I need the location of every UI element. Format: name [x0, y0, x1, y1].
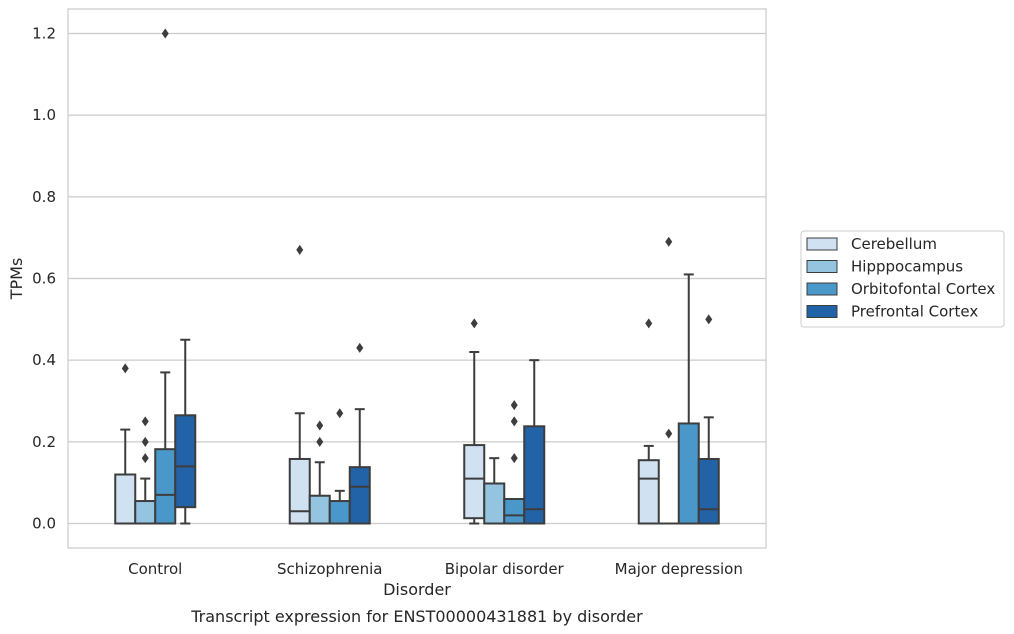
box-group	[288, 244, 371, 525]
box-element	[308, 420, 331, 525]
x-tick-label: Schizophrenia	[277, 560, 382, 578]
legend-item: Orbitofontal Cortex	[806, 280, 995, 298]
x-axis-label: Disorder	[383, 580, 451, 599]
x-tick-label: Major depression	[615, 560, 743, 578]
box-element	[677, 273, 700, 525]
y-tick-label: 0.8	[32, 188, 56, 206]
x-tick-label: Bipolar disorder	[445, 560, 565, 578]
x-tick-label: Control	[128, 560, 182, 578]
box-element	[288, 244, 311, 525]
outlier-marker	[665, 428, 673, 439]
legend-label: Orbitofontal Cortex	[851, 280, 995, 298]
box-body	[523, 425, 546, 525]
y-tick-label: 0.0	[32, 515, 56, 533]
outlier-marker	[316, 420, 324, 431]
y-axis-label: TPMs	[7, 258, 26, 301]
box-element	[658, 236, 679, 525]
legend: Cerebellum Hipppocampus Orbitofontal Corte…	[800, 230, 1005, 328]
box-element	[697, 314, 720, 525]
box-group	[463, 318, 546, 525]
x-tick-labels: Control Schizophrenia Bipolar disorder Majo…	[128, 560, 743, 578]
box-body	[134, 500, 157, 525]
outlier-marker	[296, 244, 304, 255]
box-element	[154, 28, 177, 525]
box-body	[174, 414, 197, 509]
box-body	[154, 448, 177, 525]
box-body	[677, 422, 700, 525]
box-body	[463, 444, 486, 520]
box-body	[697, 457, 720, 525]
box-element	[174, 338, 197, 525]
chart-caption: Transcript expression for ENST0000043188…	[190, 607, 643, 626]
outlier-marker	[316, 436, 324, 447]
box-element	[463, 318, 486, 525]
box-element	[523, 359, 546, 525]
outlier-marker	[510, 453, 518, 464]
outlier-marker	[665, 236, 673, 247]
outlier-marker	[161, 28, 169, 39]
box-element	[503, 400, 526, 525]
box-body	[328, 500, 351, 525]
box-group	[637, 236, 720, 525]
box-element	[114, 363, 137, 525]
legend-label: Prefrontal Cortex	[851, 303, 978, 321]
outlier-marker	[356, 342, 364, 353]
outlier-marker	[510, 400, 518, 411]
box-element	[637, 318, 660, 525]
y-tick-label: 0.2	[32, 433, 56, 451]
legend-frame	[800, 230, 1005, 328]
legend-swatch	[806, 305, 838, 318]
box-element	[328, 408, 351, 525]
legend-label: Cerebellum	[851, 235, 937, 253]
outlier-marker	[336, 408, 344, 419]
legend-item: Hipppocampus	[806, 258, 963, 276]
outlier-marker	[705, 314, 713, 325]
box-body	[114, 473, 137, 525]
outlier-marker	[470, 318, 478, 329]
legend-swatch	[806, 260, 838, 273]
box-body	[483, 482, 506, 525]
box-groups	[114, 28, 720, 525]
box-body	[348, 466, 371, 525]
outlier-marker	[141, 436, 149, 447]
y-tick-label: 1.0	[32, 106, 56, 124]
y-tick-labels: 0.0 0.2 0.4 0.6 0.8 1.0 1.2	[32, 25, 56, 533]
y-tick-label: 0.6	[32, 270, 56, 288]
outlier-marker	[121, 363, 129, 374]
outlier-marker	[141, 416, 149, 427]
legend-item: Prefrontal Cortex	[806, 303, 978, 321]
box-group	[114, 28, 197, 525]
y-tick-label: 1.2	[32, 25, 56, 43]
box-element	[348, 342, 371, 525]
box-element	[134, 416, 157, 525]
box-body	[637, 459, 660, 525]
legend-swatch	[806, 237, 838, 251]
plot-frame	[67, 8, 767, 549]
outlier-marker	[645, 318, 653, 329]
y-tick-label: 0.4	[32, 351, 56, 369]
outlier-marker	[141, 453, 149, 464]
box-body	[503, 498, 526, 525]
box-body	[288, 457, 311, 525]
outlier-marker	[510, 416, 518, 427]
legend-swatch	[806, 282, 838, 296]
box-body	[308, 494, 331, 525]
legend-item: Cerebellum	[806, 235, 937, 253]
box-element	[483, 457, 506, 525]
legend-label: Hipppocampus	[851, 258, 963, 276]
